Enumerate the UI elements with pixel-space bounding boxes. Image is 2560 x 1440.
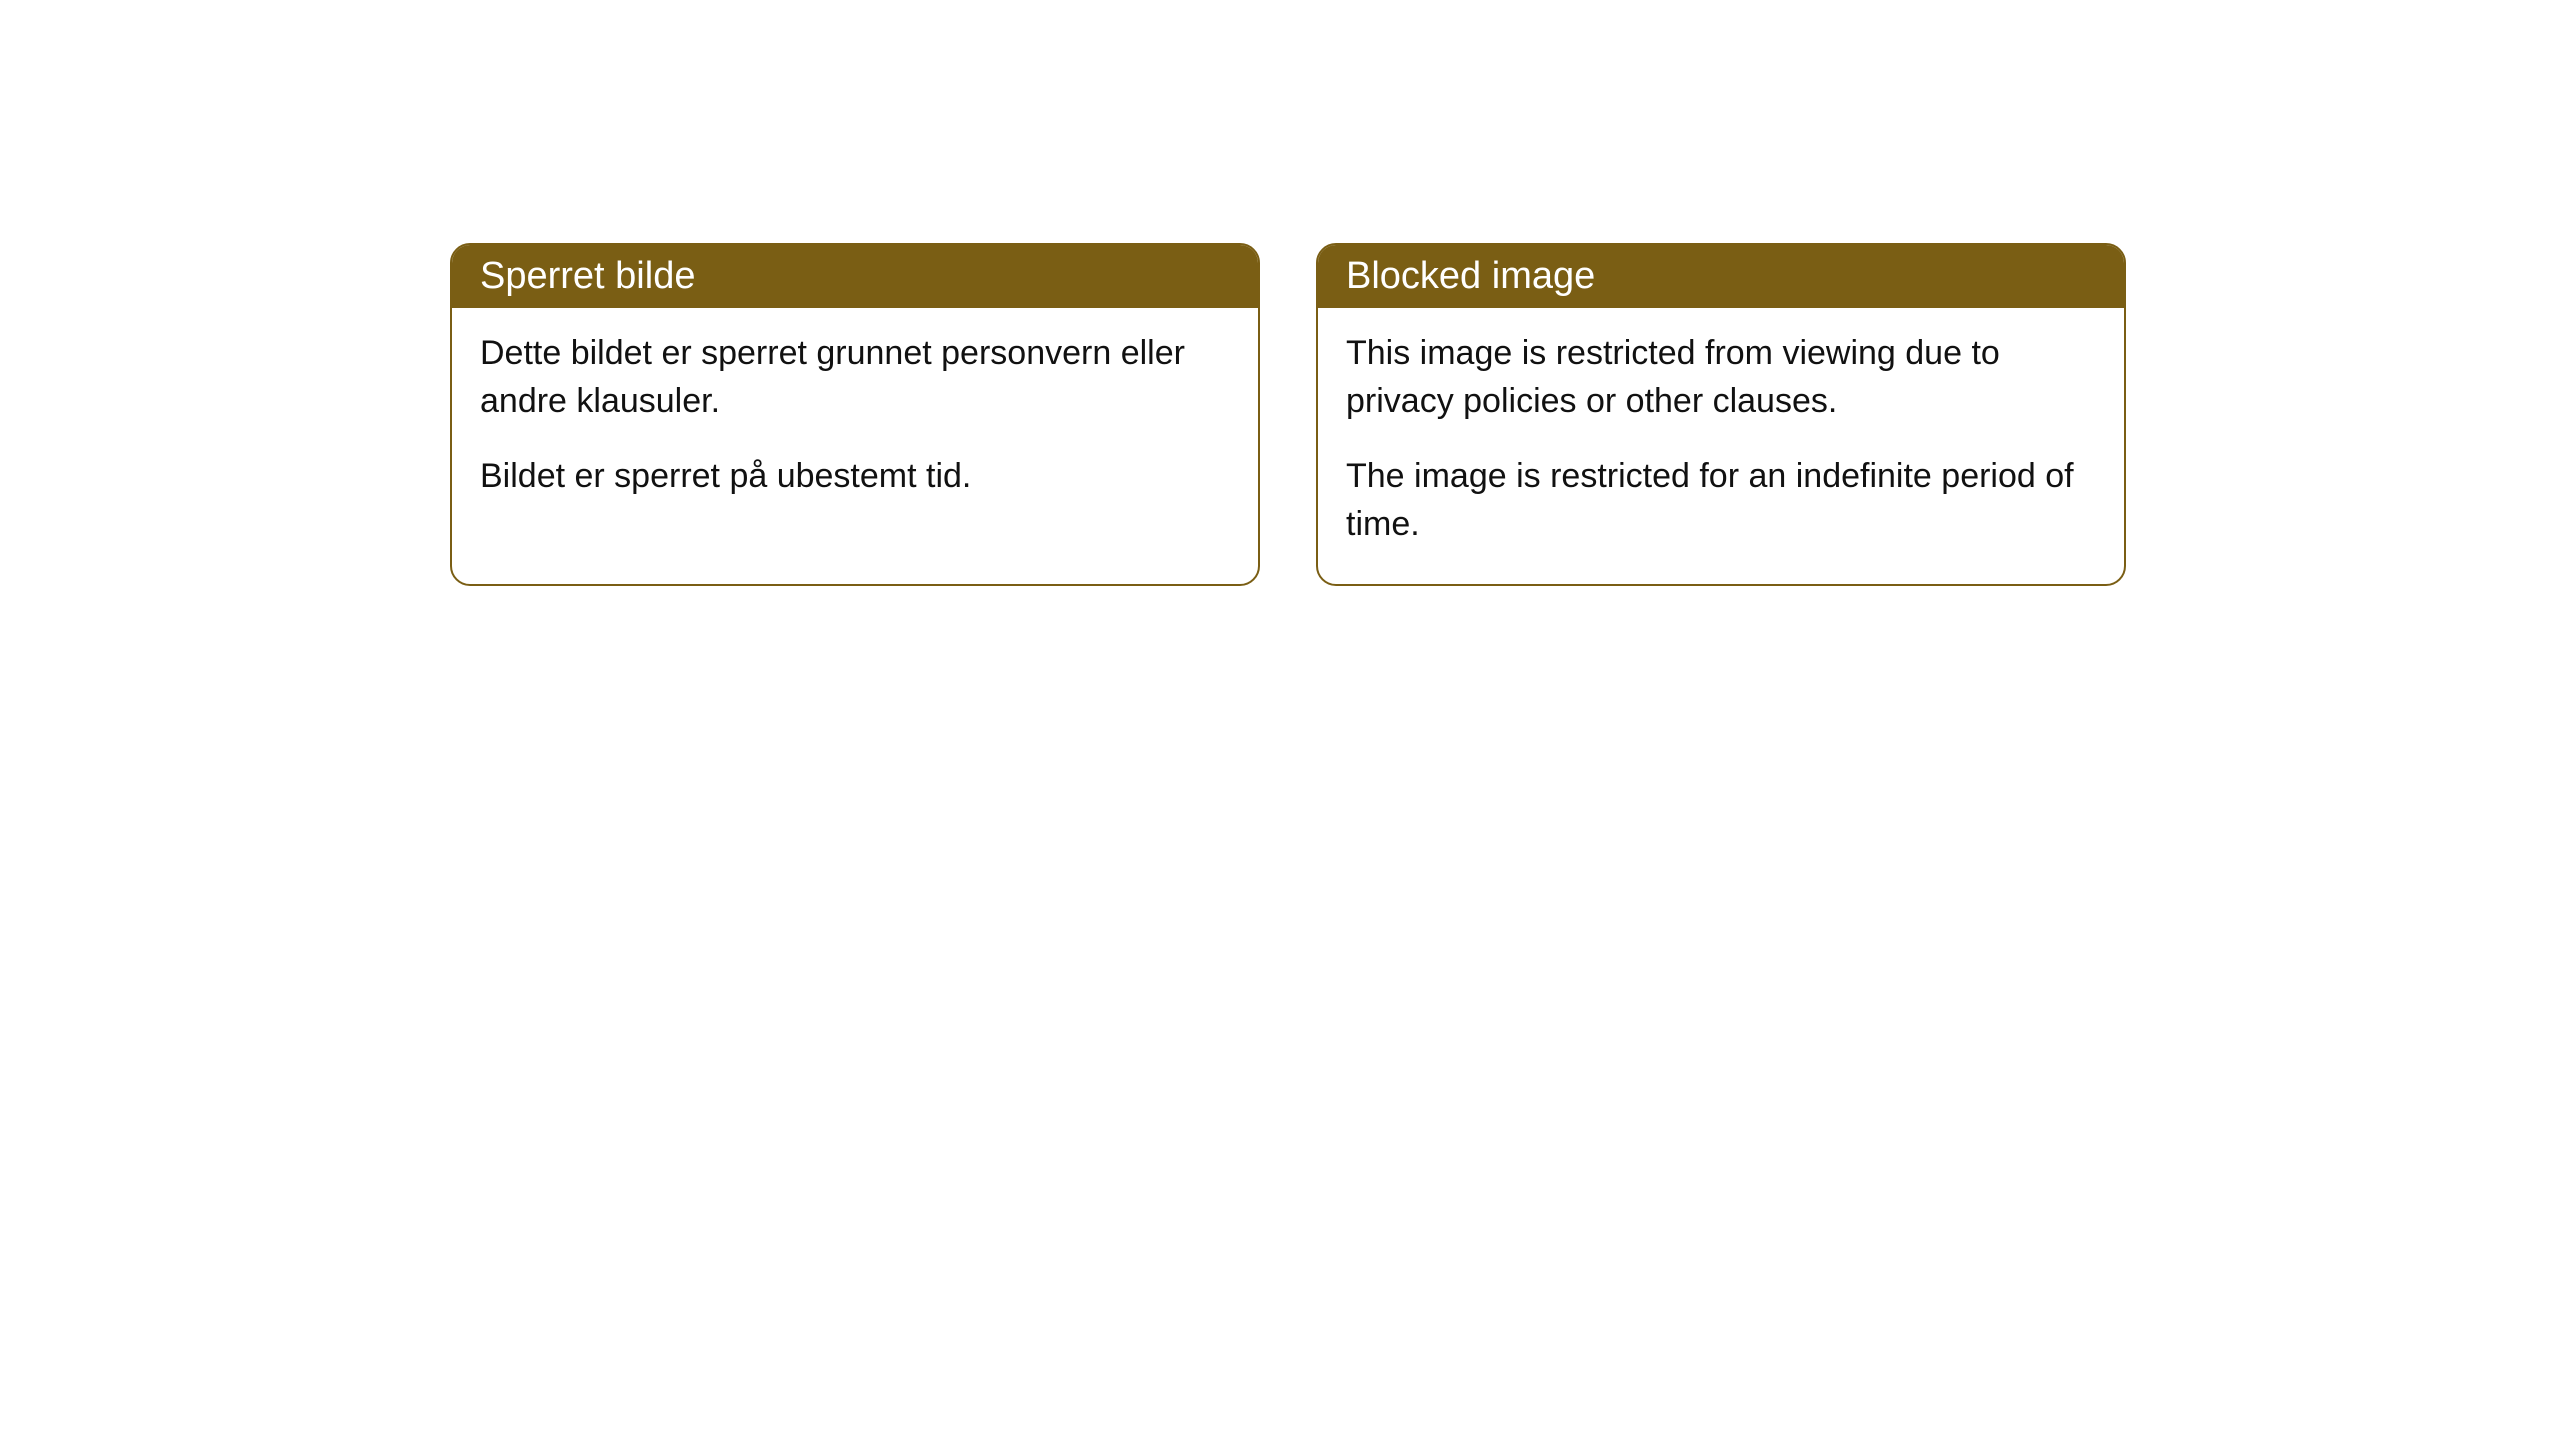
- card-paragraph: The image is restricted for an indefinit…: [1346, 453, 2096, 548]
- card-title: Sperret bilde: [480, 255, 695, 297]
- card-title: Blocked image: [1346, 255, 1595, 297]
- card-header: Blocked image: [1318, 245, 2124, 308]
- blocked-image-card-norwegian: Sperret bilde Dette bildet er sperret gr…: [450, 243, 1260, 586]
- card-paragraph: Bildet er sperret på ubestemt tid.: [480, 453, 1230, 501]
- blocked-image-card-english: Blocked image This image is restricted f…: [1316, 243, 2126, 586]
- card-body: This image is restricted from viewing du…: [1318, 308, 2124, 584]
- card-header: Sperret bilde: [452, 245, 1258, 308]
- card-paragraph: This image is restricted from viewing du…: [1346, 330, 2096, 425]
- card-paragraph: Dette bildet er sperret grunnet personve…: [480, 330, 1230, 425]
- card-body: Dette bildet er sperret grunnet personve…: [452, 308, 1258, 537]
- notice-container: Sperret bilde Dette bildet er sperret gr…: [0, 0, 2560, 586]
